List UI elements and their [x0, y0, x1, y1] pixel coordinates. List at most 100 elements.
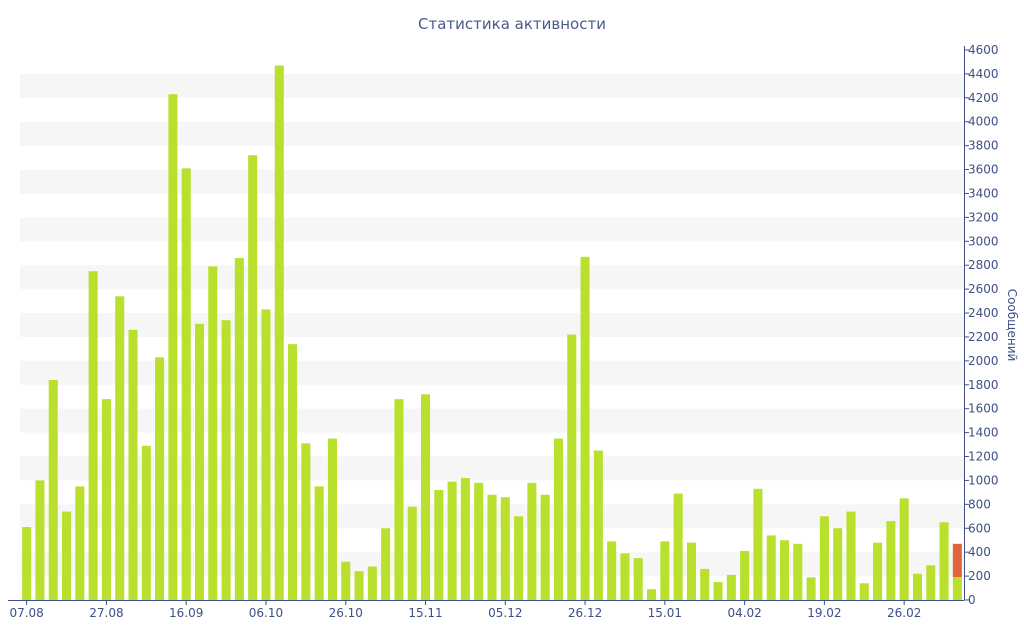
x-tick-label: 26.10 [329, 606, 363, 620]
y-tick-label: 4200 [968, 91, 999, 105]
grid-band [20, 217, 964, 242]
y-tick-label: 3000 [968, 234, 999, 248]
grid-band [20, 121, 964, 146]
y-tick-label: 2600 [968, 282, 999, 296]
y-tick-label: 3600 [968, 163, 999, 177]
y-tick-label: 1200 [968, 450, 999, 464]
bar [620, 553, 630, 600]
bar [301, 443, 311, 600]
bar [766, 535, 776, 600]
bar [819, 516, 829, 600]
bar [22, 527, 32, 600]
bar [514, 516, 524, 600]
bar [686, 542, 696, 600]
x-tick-label: 07.08 [9, 606, 43, 620]
bar [567, 334, 577, 600]
y-tick-label: 3400 [968, 186, 999, 200]
bar [593, 450, 603, 600]
y-tick-label: 400 [968, 545, 991, 559]
bar [500, 497, 510, 600]
y-tick-label: 1800 [968, 378, 999, 392]
y-tick-label: 200 [968, 569, 991, 583]
bar [673, 493, 683, 600]
bar [48, 380, 58, 600]
bar [181, 168, 191, 600]
bar [421, 394, 431, 600]
bar [859, 583, 869, 600]
bar [873, 542, 883, 600]
y-tick-label: 3200 [968, 210, 999, 224]
y-tick-label: 600 [968, 521, 991, 535]
x-tick-label: 15.01 [648, 606, 682, 620]
bar [633, 558, 643, 600]
bar [115, 296, 125, 600]
bar [474, 482, 484, 600]
y-tick-label: 2800 [968, 258, 999, 272]
bar-current-segment [952, 543, 962, 578]
bar [939, 522, 949, 600]
bar [527, 482, 537, 600]
bar [367, 566, 377, 600]
y-tick-label: 2000 [968, 354, 999, 368]
bar [62, 511, 72, 600]
bar [899, 498, 909, 600]
bar [194, 323, 205, 600]
bar [833, 528, 843, 600]
y-tick-label: 2200 [968, 330, 999, 344]
bar [354, 571, 364, 600]
bar [487, 494, 497, 600]
bar [553, 438, 563, 600]
bar [341, 561, 351, 600]
bar [460, 478, 470, 600]
bar [726, 574, 736, 600]
bar [806, 577, 816, 600]
bar [607, 541, 617, 600]
bar [700, 568, 710, 600]
bar [580, 256, 590, 600]
y-tick-label: 3800 [968, 139, 999, 153]
bar [779, 540, 790, 600]
bar [753, 488, 763, 600]
bar [407, 506, 417, 600]
bar [248, 155, 258, 600]
bar [327, 438, 337, 600]
bar [155, 357, 165, 600]
x-tick-label: 26.02 [887, 606, 921, 620]
y-tick-label: 800 [968, 497, 991, 511]
y-tick-label: 1000 [968, 473, 999, 487]
bar [288, 344, 298, 600]
x-tick-label: 15.11 [408, 606, 442, 620]
bar [912, 573, 922, 600]
bar [793, 543, 803, 600]
y-tick-label: 1400 [968, 426, 999, 440]
bar [846, 511, 856, 600]
bar [713, 582, 723, 600]
bar [886, 521, 896, 600]
bar [234, 258, 244, 600]
bar [381, 528, 391, 600]
bar [168, 94, 178, 600]
bar [128, 329, 138, 600]
grid-band [20, 73, 964, 98]
bar [101, 399, 111, 600]
axes: 0 200 400 600 800 1000 1200 1400 1600 1800 2000 220… [8, 43, 999, 620]
y-tick-label: 0 [968, 593, 976, 607]
grid-band [20, 265, 964, 290]
bar [314, 486, 324, 600]
y-tick-label: 4000 [968, 115, 999, 129]
bar [274, 65, 284, 601]
y-tick-label: 2400 [968, 306, 999, 320]
chart-title: Статистика активности [418, 15, 606, 33]
bar [647, 589, 657, 600]
x-tick-label: 05.12 [488, 606, 522, 620]
x-tick-label: 19.02 [807, 606, 841, 620]
x-tick-label: 27.08 [89, 606, 123, 620]
bar [447, 481, 457, 600]
bar [141, 445, 151, 600]
y-tick-label: 4600 [968, 43, 999, 57]
bars [22, 65, 962, 601]
bar [35, 480, 45, 600]
x-tick-label: 04.02 [727, 606, 761, 620]
bar [540, 494, 550, 600]
y-tick-label: 4400 [968, 67, 999, 81]
